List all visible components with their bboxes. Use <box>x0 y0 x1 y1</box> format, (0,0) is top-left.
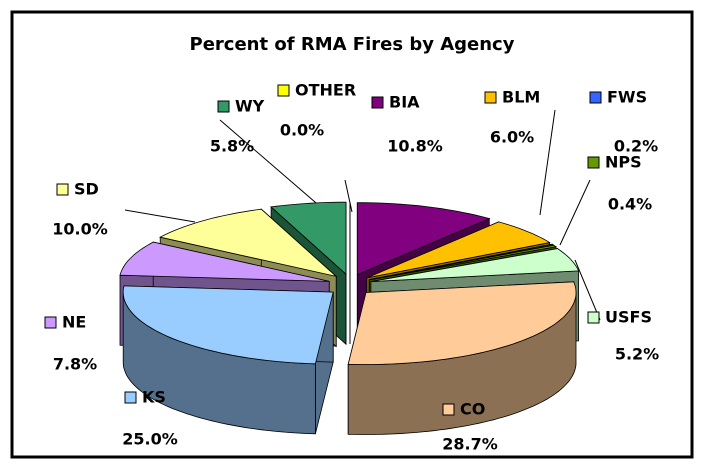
category-label: CO <box>460 400 485 419</box>
slice-top <box>369 244 558 281</box>
value-label: 25.0% <box>122 430 178 449</box>
category-label: NPS <box>605 153 642 172</box>
category-label: NE <box>62 313 86 332</box>
slice-top <box>356 202 491 276</box>
slice-top <box>366 221 551 279</box>
value-label: 0.4% <box>608 195 652 214</box>
slice-top <box>270 201 347 276</box>
legend-key <box>217 100 230 113</box>
value-label: 10.0% <box>52 220 108 239</box>
value-label: 0.0% <box>280 121 324 140</box>
legend-key <box>587 156 600 169</box>
value-label: 6.0% <box>490 128 534 147</box>
value-label: 0.2% <box>614 137 658 156</box>
legend-key <box>589 91 602 104</box>
category-label: BLM <box>502 88 540 107</box>
category-label: USFS <box>605 308 652 327</box>
legend-key <box>56 183 69 196</box>
chart-title: Percent of RMA Fires by Agency <box>190 34 515 55</box>
legend-key <box>442 403 455 416</box>
category-label: FWS <box>607 88 647 107</box>
slice-top <box>119 241 330 282</box>
value-label: 5.2% <box>615 345 659 364</box>
category-label: BIA <box>389 93 420 112</box>
legend-key <box>371 96 384 109</box>
value-label: 5.8% <box>210 137 254 156</box>
legend-key <box>44 316 57 329</box>
legend-key <box>484 91 497 104</box>
slice-top <box>347 281 577 365</box>
category-label: WY <box>235 97 265 116</box>
slice <box>347 281 577 435</box>
legend-key <box>587 311 600 324</box>
category-label: OTHER <box>295 81 356 100</box>
category-label: SD <box>74 180 99 199</box>
value-label: 10.8% <box>387 137 443 156</box>
legend-key <box>124 391 137 404</box>
slice-top <box>122 285 334 365</box>
slice-top <box>159 208 338 278</box>
slice <box>122 285 334 435</box>
slice-top <box>370 248 580 282</box>
legend-key <box>277 84 290 97</box>
value-label: 7.8% <box>53 355 97 374</box>
category-label: KS <box>142 388 166 407</box>
value-label: 28.7% <box>442 435 498 454</box>
